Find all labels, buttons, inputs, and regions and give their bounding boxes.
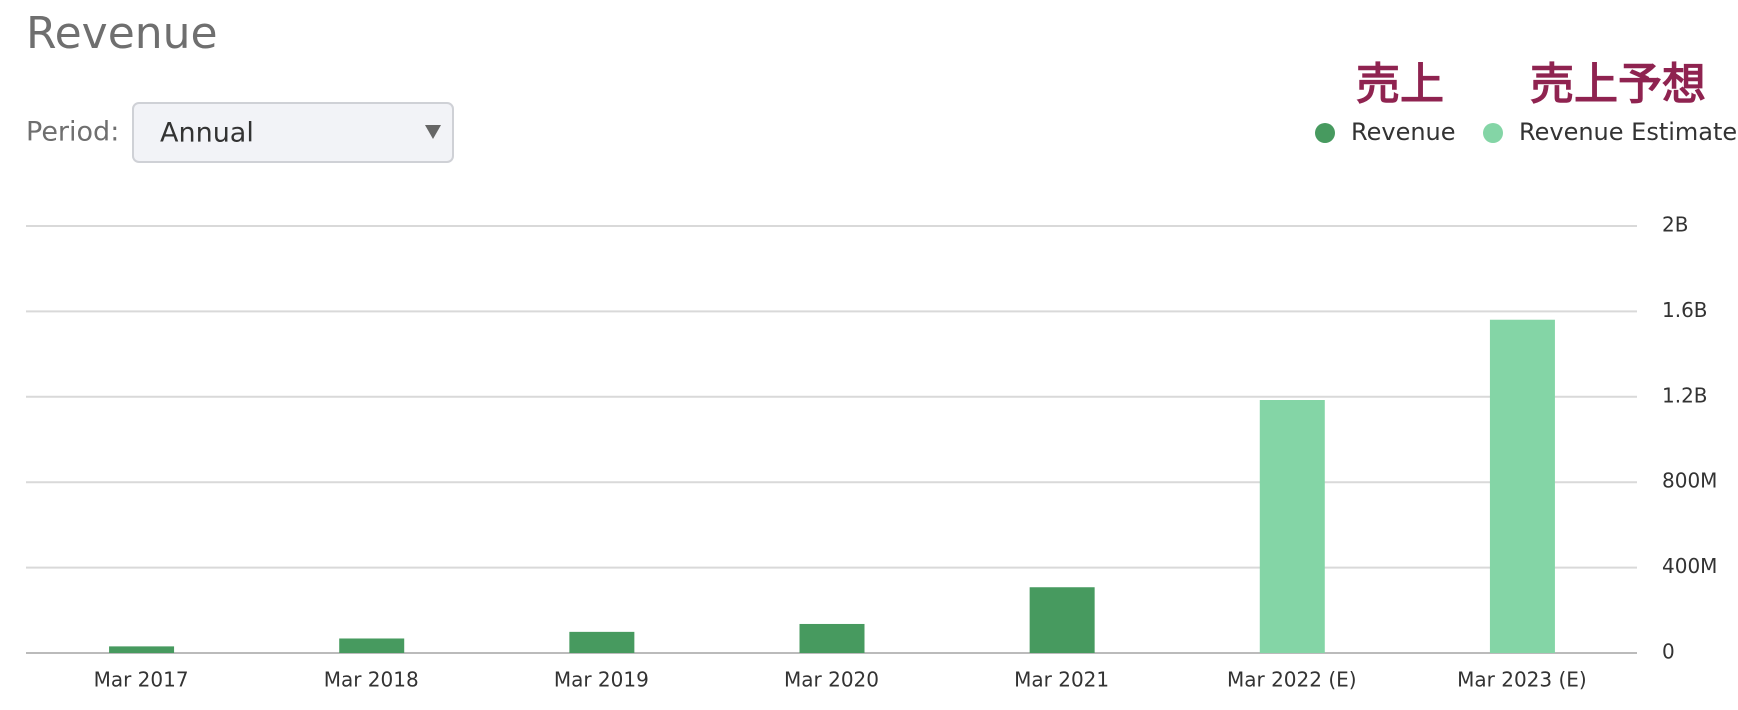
y-tick-label: 2B	[1662, 213, 1688, 237]
x-tick-label: Mar 2017	[94, 668, 189, 692]
select-value[interactable]: Annual	[160, 118, 254, 149]
bar	[1489, 319, 1555, 653]
x-tick-label: Mar 2021	[1014, 668, 1109, 692]
x-tick-label: Mar 2019	[554, 668, 649, 692]
legend-label: Revenue	[1351, 118, 1456, 146]
select-box[interactable]	[132, 102, 454, 163]
y-tick-label: 800M	[1662, 469, 1717, 493]
bar	[799, 623, 865, 653]
bar	[109, 646, 175, 653]
y-tick-label: 400M	[1662, 554, 1717, 578]
x-tick-label: Mar 2020	[784, 668, 879, 692]
bar	[1259, 400, 1325, 653]
y-tick-label: 1.2B	[1662, 383, 1708, 407]
x-tick-label: Mar 2022 (E)	[1227, 668, 1357, 692]
legend-label: Revenue Estimate	[1519, 118, 1737, 146]
period-label: Period:	[26, 117, 119, 148]
chart-title: Revenue	[26, 8, 218, 59]
bar	[569, 631, 635, 653]
y-tick-label: 0	[1662, 640, 1675, 664]
x-tick-label: Mar 2023 (E)	[1457, 668, 1587, 692]
period-select[interactable]: Annual	[132, 102, 454, 163]
bar	[1029, 587, 1095, 653]
legend-dot	[1315, 123, 1335, 143]
annotation: 売上	[1356, 59, 1444, 110]
x-tick-label: Mar 2018	[324, 668, 419, 692]
select-arrow[interactable]	[425, 125, 441, 139]
bar	[339, 638, 405, 653]
legend-dot	[1483, 123, 1503, 143]
annotation: 売上予想	[1530, 59, 1706, 110]
y-tick-label: 1.6B	[1662, 298, 1708, 322]
